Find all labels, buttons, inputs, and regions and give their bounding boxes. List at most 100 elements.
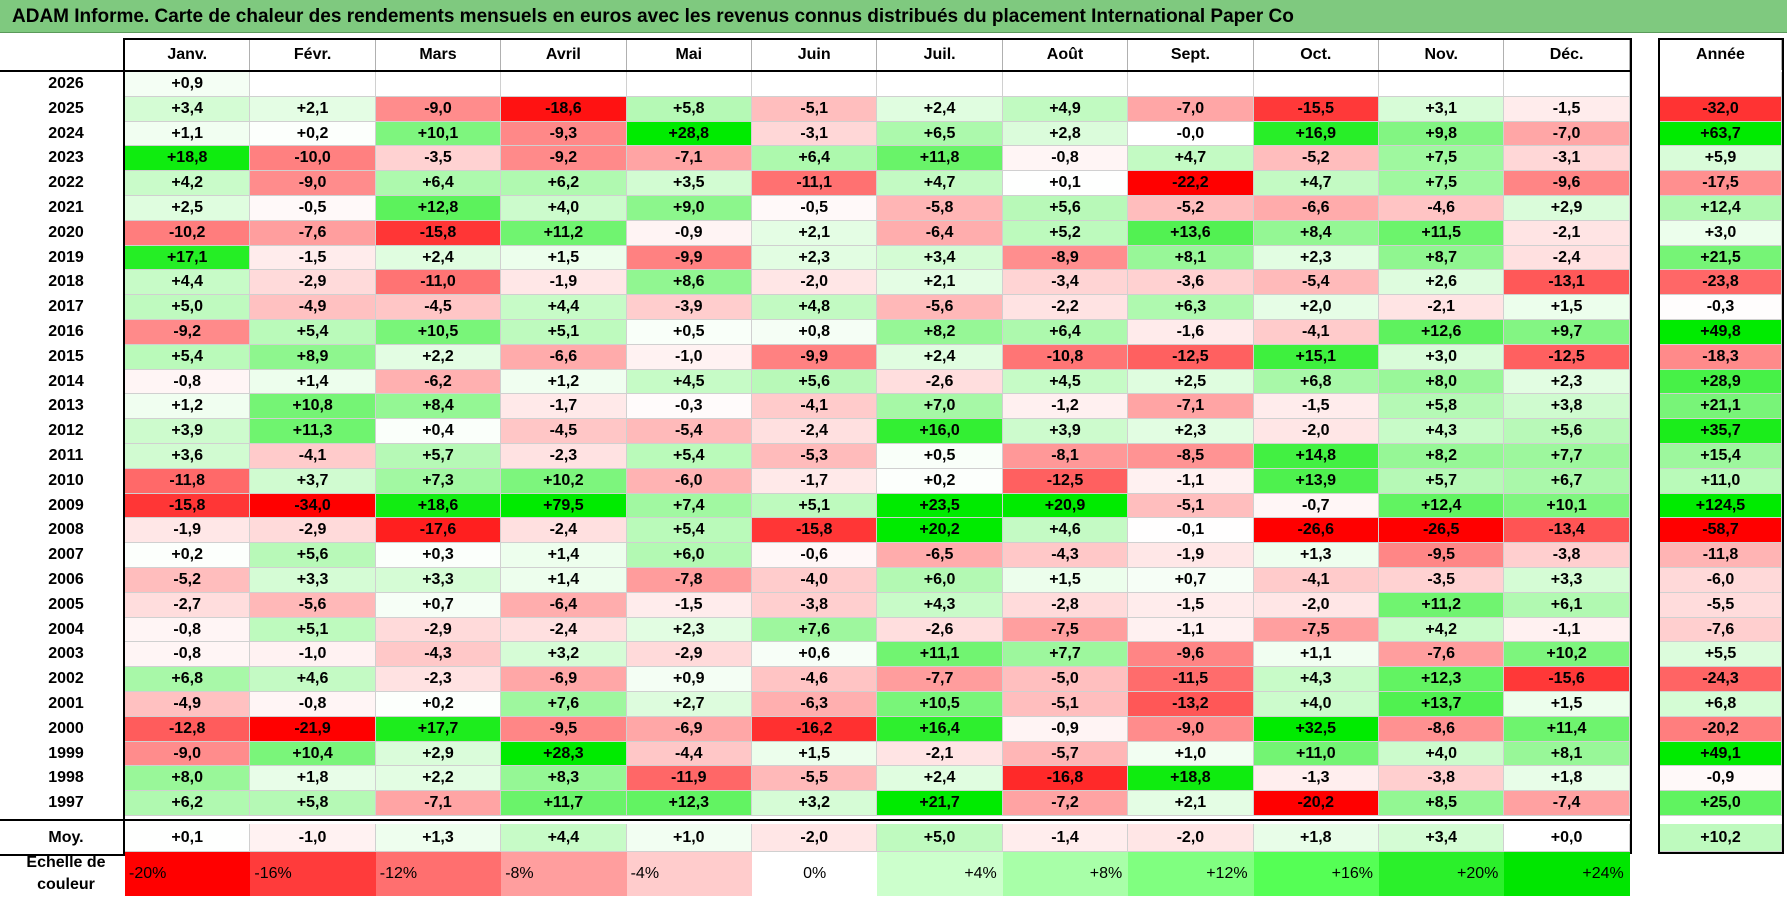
heatmap-cell: +3,8 xyxy=(1504,394,1630,420)
heatmap-cell xyxy=(626,72,752,97)
year-label: 2012 xyxy=(8,419,124,444)
heatmap-cell: +2,5 xyxy=(125,196,251,221)
heatmap-cell: +28,8 xyxy=(626,121,752,147)
annual-cell: +21,5 xyxy=(1660,245,1782,271)
heatmap-cell: +2,7 xyxy=(626,692,752,717)
heatmap-cell: -13,4 xyxy=(1504,518,1630,544)
heatmap-cell: -0,8 xyxy=(125,642,251,668)
heatmap-cell: -0,7 xyxy=(1253,493,1379,519)
annual-cell: -0,3 xyxy=(1660,295,1782,320)
heatmap-cell: +4,2 xyxy=(1379,617,1505,643)
heatmap-cell: -1,9 xyxy=(125,518,251,544)
average-annual-cell: +10,2 xyxy=(1660,824,1782,852)
year-label: 2021 xyxy=(8,196,124,221)
heatmap-cell xyxy=(1379,72,1505,97)
heatmap-cell: +4,3 xyxy=(877,592,1003,618)
heatmap-cell: -1,1 xyxy=(1128,617,1254,643)
heatmap-cell: -1,0 xyxy=(626,344,752,370)
annual-cell: +5,9 xyxy=(1660,146,1782,172)
page-title: ADAM Informe. Carte de chaleur des rende… xyxy=(0,0,1787,33)
heatmap-cell: -9,0 xyxy=(125,741,251,767)
annual-cell: +6,8 xyxy=(1660,692,1782,717)
average-label: Moy. xyxy=(8,824,124,852)
heatmap-cell: +21,7 xyxy=(877,791,1003,816)
heatmap-cell: +3,3 xyxy=(375,568,502,593)
heatmap-cell: -0,9 xyxy=(626,220,752,246)
heatmap-cell: -4,6 xyxy=(1379,196,1505,221)
heatmap-cell: +11,0 xyxy=(1253,741,1379,767)
heatmap-cell: -26,6 xyxy=(1253,518,1379,544)
heatmap-cell: +1,5 xyxy=(1504,295,1630,320)
heatmap-cell: +79,5 xyxy=(501,493,627,519)
heatmap-cell: +28,3 xyxy=(501,741,627,767)
heatmap-cell: +6,7 xyxy=(1504,468,1630,494)
heatmap-cell xyxy=(250,72,376,97)
heatmap-cell: -2,3 xyxy=(501,444,627,469)
heatmap-cell: -0,3 xyxy=(626,394,752,420)
heatmap-cell: +5,7 xyxy=(375,444,502,469)
year-label: 2019 xyxy=(8,245,124,271)
average-cell: +1,0 xyxy=(626,824,752,852)
heatmap-cell: -6,6 xyxy=(1253,196,1379,221)
heatmap-cell: +5,1 xyxy=(250,617,376,643)
heatmap-cell: +15,1 xyxy=(1253,344,1379,370)
annual-cell: -0,9 xyxy=(1660,766,1782,792)
heatmap-cell: +1,5 xyxy=(1504,692,1630,717)
heatmap-cell: -7,7 xyxy=(877,667,1003,692)
heatmap-cell: +7,5 xyxy=(1379,146,1505,172)
heatmap-cell: +2,1 xyxy=(752,220,878,246)
heatmap-cell: +1,2 xyxy=(501,369,627,395)
heatmap-cell: +5,8 xyxy=(1379,394,1505,420)
heatmap-cell: -13,2 xyxy=(1128,692,1254,717)
heatmap-cell: -15,8 xyxy=(375,220,502,246)
heatmap-cell: +0,4 xyxy=(375,419,502,444)
legend-swatch: -4% xyxy=(626,852,752,896)
heatmap-cell: -2,4 xyxy=(501,617,627,643)
heatmap-cell: -3,1 xyxy=(1504,146,1630,172)
heatmap-cell: +1,8 xyxy=(250,766,376,792)
heatmap-cell: -16,8 xyxy=(1002,766,1129,792)
heatmap-cell: +8,2 xyxy=(877,320,1003,345)
heatmap-cell: -3,8 xyxy=(752,592,878,618)
heatmap-cell: -7,1 xyxy=(626,146,752,172)
heatmap-cell: -5,3 xyxy=(752,444,878,469)
heatmap-cell: -2,9 xyxy=(250,270,376,296)
heatmap-cell: -5,1 xyxy=(752,96,878,122)
average-cell: +1,3 xyxy=(375,824,502,852)
heatmap-cell: +23,5 xyxy=(877,493,1003,519)
heatmap-cell: +4,4 xyxy=(501,295,627,320)
heatmap-cell: -8,6 xyxy=(1379,716,1505,742)
average-cell: +5,0 xyxy=(877,824,1003,852)
heatmap-cell: -5,6 xyxy=(250,592,376,618)
heatmap-cell: +1,3 xyxy=(1253,543,1379,568)
heatmap-cell: +1,5 xyxy=(1002,568,1129,593)
average-cell: -1,4 xyxy=(1002,824,1129,852)
heatmap-cell: +3,1 xyxy=(1379,96,1505,122)
year-label: 2023 xyxy=(8,146,124,172)
heatmap-cell: -18,6 xyxy=(501,96,627,122)
heatmap-cell: +16,9 xyxy=(1253,121,1379,147)
heatmap-cell: +3,4 xyxy=(877,245,1003,271)
heatmap-cell: -0,5 xyxy=(752,196,878,221)
heatmap-cell: -7,0 xyxy=(1504,121,1630,147)
heatmap-cell: +8,4 xyxy=(1253,220,1379,246)
heatmap-cell: +4,7 xyxy=(1128,146,1254,172)
heatmap-cell: +8,2 xyxy=(1379,444,1505,469)
month-header: Févr. xyxy=(250,40,376,70)
month-header: Mai xyxy=(626,40,752,70)
heatmap-cell: +5,6 xyxy=(1002,196,1129,221)
heatmap-cell: +4,6 xyxy=(250,667,376,692)
heatmap-cell: -26,5 xyxy=(1379,518,1505,544)
heatmap-cell: +3,3 xyxy=(250,568,376,593)
heatmap-cell: -4,6 xyxy=(752,667,878,692)
legend-swatch: +12% xyxy=(1128,852,1254,896)
heatmap-cell: +2,4 xyxy=(877,96,1003,122)
heatmap-cell: -6,3 xyxy=(752,692,878,717)
heatmap-cell: +5,6 xyxy=(250,543,376,568)
heatmap-cell: -11,5 xyxy=(1128,667,1254,692)
heatmap-cell: +11,1 xyxy=(877,642,1003,668)
annual-cell: -6,0 xyxy=(1660,568,1782,593)
heatmap-cell: +14,8 xyxy=(1253,444,1379,469)
heatmap-cell: +0,5 xyxy=(877,444,1003,469)
year-label: 2013 xyxy=(8,394,124,420)
